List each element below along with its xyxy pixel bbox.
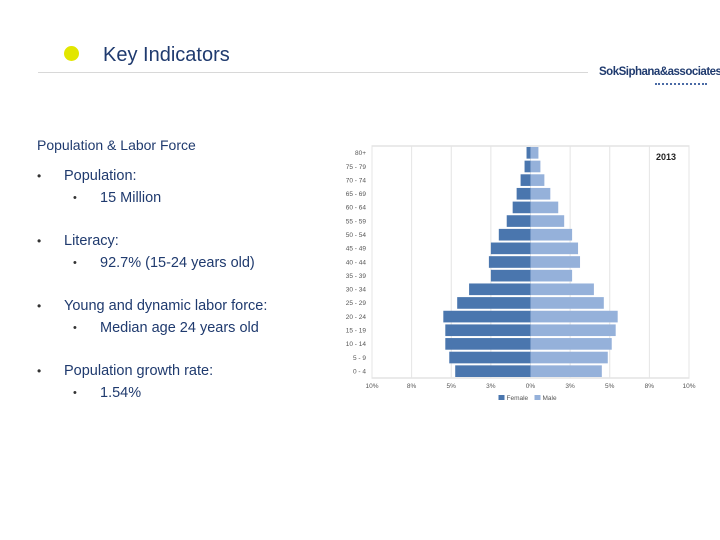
x-tick-label: 3% [565,383,575,390]
x-tick-label: 3% [486,383,496,390]
slide-title: Key Indicators [103,44,230,66]
female-bar [524,160,531,173]
female-bar [520,174,531,186]
male-bar [530,215,565,227]
bullet-dot-icon: • [37,234,42,248]
logo-underline [655,83,707,87]
age-group-label: 75 - 79 [346,164,367,171]
header-bullet-dot-icon [64,46,79,61]
male-bar [530,201,559,214]
section-title: Population & Labor Force [37,137,196,153]
bullet-item: • Population growth rate: • 1.54% [37,363,337,428]
female-bar [449,351,531,364]
legend-female-swatch [498,395,505,400]
age-group-label: 20 - 24 [346,314,367,321]
age-group-label: 30 - 34 [346,287,367,294]
age-group-label: 50 - 54 [346,232,367,239]
bullet-label: Population: [64,168,137,184]
age-group-label: 55 - 59 [346,218,367,225]
bullet-item: • Literacy: • 92.7% (15-24 years old) [37,233,337,298]
male-bar [530,351,608,364]
age-group-label: 15 - 19 [346,328,367,335]
age-group-label: 10 - 14 [346,341,367,348]
bullet-value: 92.7% (15-24 years old) [100,255,255,271]
age-group-label: 40 - 44 [346,259,367,266]
x-tick-label: 5% [447,383,457,390]
female-bar [506,215,531,227]
x-tick-label: 10% [682,383,695,390]
age-group-label: 60 - 64 [346,205,367,212]
female-bar [490,242,531,255]
female-bar [443,310,531,323]
bullet-value: 15 Million [100,190,162,206]
bullet-label: Young and dynamic labor force: [64,298,268,314]
x-tick-label: 10% [365,383,378,390]
male-bar [530,228,573,241]
sub-bullet-dot-icon: • [73,322,77,334]
bullet-label: Literacy: [64,233,119,249]
x-tick-label: 8% [645,383,655,390]
male-bar [530,242,579,255]
female-bar [457,297,531,309]
bullet-item: • Young and dynamic labor force: • Media… [37,298,337,363]
female-bar [498,228,531,241]
age-group-label: 5 - 9 [353,355,366,362]
sub-bullet-dot-icon: • [73,192,77,204]
male-bar [530,283,594,296]
male-bar [530,365,602,377]
age-group-label: 80+ [355,150,366,157]
x-tick-label: 8% [407,383,417,390]
header-divider [38,72,588,73]
bullet-value: 1.54% [100,385,142,401]
population-pyramid-chart: 10% 8% 5% 3% 0% 3% 5% 8% 10% 80+ 75 - 79 70 - 74 65 … [339,141,701,411]
female-bar [526,147,531,159]
age-group-label: 65 - 69 [346,191,367,198]
bullet-dot-icon: • [37,169,42,183]
male-bar [530,310,618,323]
male-bar [530,269,573,282]
age-group-label: 0 - 4 [353,368,366,375]
legend-male-swatch [534,395,541,400]
x-tick-label: 5% [605,383,615,390]
company-logo: SokSiphana&associates [599,62,720,87]
female-bar [469,283,531,296]
age-group-label: 25 - 29 [346,300,367,307]
female-bar [512,201,531,214]
bullet-item: • Population: • 15 Million [37,168,337,233]
male-bar [530,187,551,200]
age-group-label: 35 - 39 [346,273,367,280]
sub-bullet-dot-icon: • [73,387,77,399]
female-bar [455,365,531,377]
male-bar [530,297,604,309]
female-bar [445,324,531,337]
age-group-label: 70 - 74 [346,177,367,184]
bullet-list: • Population: • 15 Million • Literacy: •… [37,168,337,428]
bullet-value: Median age 24 years old [100,320,259,336]
bullet-dot-icon: • [37,299,42,313]
chart-title: 2013 [656,152,676,162]
male-bar [530,256,581,268]
sub-bullet-dot-icon: • [73,257,77,269]
bullet-dot-icon: • [37,364,42,378]
x-tick-label: 0% [526,383,536,390]
age-group-label: 45 - 49 [346,246,367,253]
male-bar [530,174,545,186]
legend-female-label: Female [507,395,529,402]
legend-male-label: Male [543,395,557,402]
female-bar [445,338,531,350]
male-bar [530,324,616,337]
population-pyramid-svg: 10% 8% 5% 3% 0% 3% 5% 8% 10% 80+ 75 - 79 70 - 74 65 … [346,145,696,402]
bullet-label: Population growth rate: [64,363,214,379]
female-bar [490,269,531,282]
male-bar [530,160,541,173]
female-bar [516,187,531,200]
male-bar [530,147,539,159]
male-bar [530,338,612,350]
logo-text: SokSiphana&associates [599,66,720,78]
female-bar [488,256,531,268]
